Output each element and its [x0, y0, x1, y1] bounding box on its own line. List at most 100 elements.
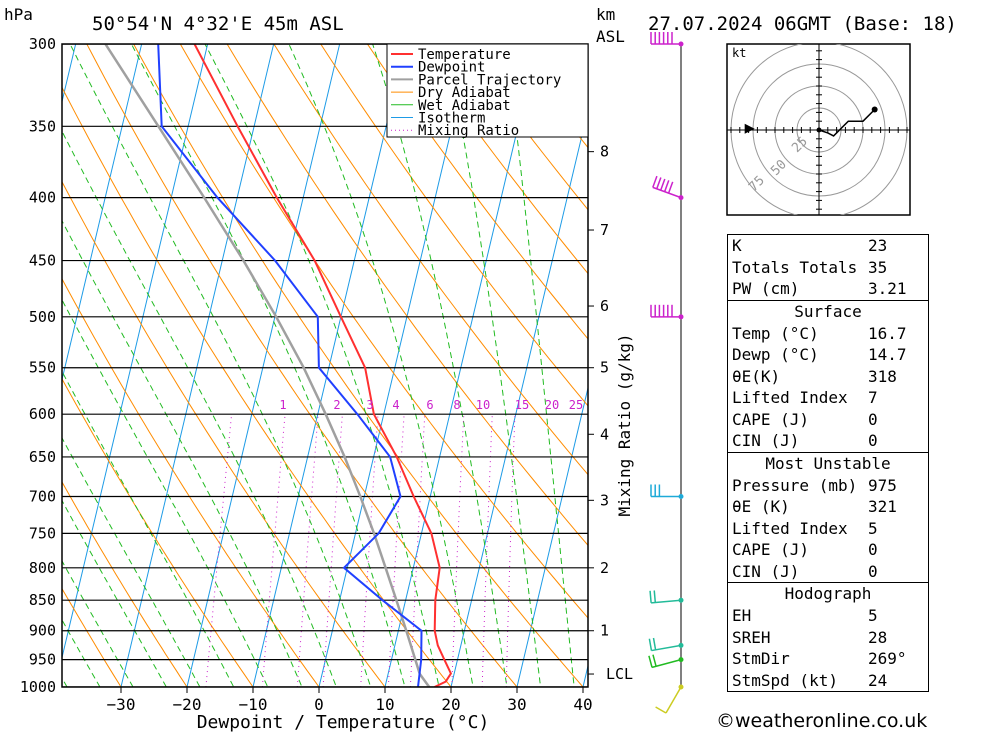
wind-barb	[655, 684, 684, 714]
km-tick-label: 3	[600, 491, 609, 509]
dry-adiabat	[62, 180, 386, 687]
wind-barb-flag	[659, 178, 666, 191]
pressure-tick-label: 400	[29, 189, 56, 207]
surface-value: 0	[868, 431, 878, 450]
mu-label: CIN (J)	[732, 561, 800, 581]
wind-barb-flag	[653, 590, 657, 603]
mixing-ratio-label: 20	[545, 398, 559, 412]
mixing-ratio-line	[451, 414, 465, 687]
dewpoint-line	[157, 44, 423, 687]
mixing-ratio-label: 2	[333, 398, 340, 412]
wind-barb	[649, 590, 684, 604]
wind-barb-flag	[652, 654, 657, 667]
surface-value: 16.7	[868, 323, 907, 343]
hodo-label: StmSpd (kt)	[732, 670, 838, 690]
pressure-lines	[62, 44, 588, 687]
legend-label: Parcel Trajectory	[418, 72, 561, 88]
wet-adiabat	[62, 618, 101, 687]
pressure-tick-label: 950	[29, 651, 56, 669]
surface-value: 7	[868, 388, 878, 407]
temperature-axis: −30 −20 −10 0 10 20 30 40	[107, 687, 593, 714]
surface-value: 14.7	[868, 345, 907, 364]
mu-value: 0	[868, 540, 878, 559]
pressure-tick-label: 450	[29, 252, 56, 270]
hodo-value: 269°	[868, 649, 907, 668]
km-tick-label: 8	[600, 143, 609, 161]
pressure-tick-label: 650	[29, 448, 56, 466]
hodo-row: EH 5	[728, 605, 928, 627]
hodograph-unit: kt	[732, 46, 746, 60]
isotherm-line	[252, 44, 407, 687]
wind-barb-flag	[649, 590, 652, 603]
pressure-tick-label: 550	[29, 359, 56, 377]
temperature-tick-label: 30	[507, 695, 526, 714]
totals-totals-value: 35	[868, 257, 888, 277]
hodo-value: 5	[868, 606, 878, 625]
km-tick-label: LCL	[606, 665, 633, 683]
mu-label: Pressure (mb)	[732, 475, 858, 495]
mixing-ratio-label: 10	[476, 398, 490, 412]
legend-label: Wet Adiabat	[418, 98, 511, 114]
km-tick-label: 7	[600, 221, 609, 239]
surface-label: CIN (J)	[732, 431, 800, 450]
totals-totals-label: Totals Totals	[732, 257, 858, 277]
dry-adiabat	[62, 86, 452, 687]
mixing-ratio-label: 15	[515, 398, 529, 412]
asl-unit-label: ASL	[596, 27, 625, 46]
temperature-tick-label: 20	[441, 695, 460, 714]
isotherm-line	[516, 385, 588, 687]
surface-label: CAPE (J)	[732, 409, 810, 429]
pw-value: 3.21	[868, 279, 907, 298]
hodograph-trace	[818, 108, 876, 137]
mixing-ratio-label: 6	[426, 398, 433, 412]
location-title: 50°54'N 4°32'E 45m ASL	[92, 13, 344, 35]
mixing-ratio-label: 1	[279, 398, 286, 412]
wind-barb-staff	[652, 186, 682, 199]
hodo-label: SREH	[732, 627, 771, 647]
hodo-value: 24	[868, 670, 888, 690]
wind-barb-flag	[648, 638, 653, 651]
profiles	[104, 44, 453, 687]
pressure-tick-label: 900	[29, 622, 56, 640]
dry-adiabat	[62, 277, 320, 687]
pressure-tick-label: 1000	[20, 678, 56, 696]
dry-adiabat	[320, 44, 588, 407]
most-unstable-title: Most Unstable	[728, 451, 928, 475]
pressure-tick-label: 300	[29, 35, 56, 53]
hodo-row: SREH 28	[728, 627, 928, 649]
totals-totals-row: Totals Totals 35	[728, 257, 928, 279]
temperature-tick-label: −10	[239, 695, 268, 714]
mixing-ratio-labels: 1 2 3 4 6 8 10 15 20 25	[279, 398, 583, 412]
mu-row: Pressure (mb) 975	[728, 475, 928, 497]
hodo-value: 28	[868, 627, 888, 647]
km-tick-label: 5	[600, 359, 609, 377]
wet-adiabat	[62, 559, 134, 687]
indices-table: K 23 Totals Totals 35 PW (cm) 3.21 Surface …	[727, 234, 929, 692]
wind-barb-flag	[656, 177, 662, 190]
isotherm-line	[0, 7, 18, 713]
pressure-tick-label: 350	[29, 117, 56, 135]
surface-title: Surface	[728, 299, 928, 323]
mixing-ratio-axis-label: Mixing Ratio (g/kg)	[615, 333, 634, 516]
wet-adiabat	[62, 130, 337, 687]
wet-adiabats	[62, 44, 575, 687]
mu-label: Lifted Index	[732, 518, 848, 538]
wind-barb	[648, 654, 684, 669]
wet-adiabat	[62, 499, 167, 687]
legend-label: Dewpoint	[418, 60, 485, 76]
pressure-tick-label: 850	[29, 591, 56, 609]
temperature-tick-label: −30	[107, 695, 136, 714]
mixing-ratio-label: 8	[453, 398, 460, 412]
mu-row: θE (K) 321	[728, 496, 928, 518]
isotherm-line	[62, 44, 143, 382]
surface-rows: Temp (°C) 16.7 Dewp (°C) 14.7 θE(K) 318 Lif…	[728, 323, 928, 452]
legend-label: Dry Adiabat	[418, 85, 511, 101]
mixing-ratio-line	[205, 414, 233, 687]
dry-adiabat	[62, 587, 122, 687]
surface-label: θE(K)	[732, 366, 781, 386]
copyright-footer[interactable]: ©weatheronline.co.uk	[716, 710, 928, 732]
wind-barb-staff	[651, 599, 682, 604]
wet-adiabat	[69, 44, 372, 687]
wind-barb-flag	[667, 181, 674, 194]
